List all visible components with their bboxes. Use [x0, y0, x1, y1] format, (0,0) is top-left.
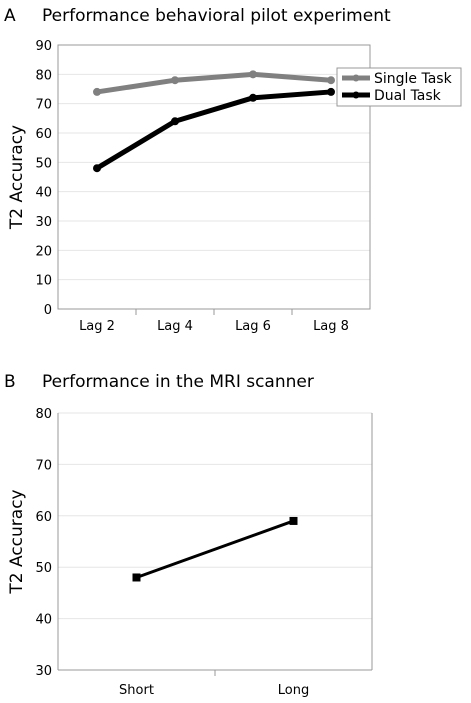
chart-a-y-axis-label: T2 Accuracy — [7, 125, 27, 230]
x-tick-label-lag-8: Lag 8 — [313, 319, 349, 334]
chart-a-title: Performance behavioral pilot experiment — [42, 6, 391, 26]
y-tick-label-40: 40 — [35, 186, 52, 201]
y-tick-label-0: 0 — [44, 303, 52, 318]
series-line-dual-task — [95, 89, 332, 171]
y-tick-label-20: 20 — [35, 244, 52, 259]
panel-b-letter: B — [4, 372, 16, 392]
data-point-dual-task-lag-6 — [249, 93, 257, 102]
y-tick-label-70: 70 — [35, 458, 52, 473]
data-point-single-task-lag-8 — [327, 76, 335, 85]
chart-b-x-ticks: Short Long — [119, 670, 309, 698]
y-tick-label-30: 30 — [35, 664, 52, 679]
y-tick-label-80: 80 — [35, 407, 52, 422]
chart-a-legend: Single Task Dual Task — [336, 67, 462, 107]
x-tick-label-lag-6: Lag 6 — [235, 319, 271, 334]
y-tick-label-50: 50 — [35, 561, 52, 576]
chart-b: B Performance in the MRI scanner 30 40 50 6… — [4, 372, 373, 698]
legend-label-dual-task: Dual Task — [374, 88, 442, 104]
data-point-dual-task-lag-2 — [93, 164, 101, 173]
x-tick-label-long: Long — [278, 683, 309, 698]
chart-a-gridlines — [58, 73, 370, 281]
legend-box — [336, 67, 462, 107]
chart-b-title: Performance in the MRI scanner — [42, 372, 314, 392]
y-tick-label-10: 10 — [35, 274, 52, 289]
y-tick-label-50: 50 — [35, 156, 52, 171]
legend-marker-single-task — [352, 74, 360, 82]
y-tick-label-90: 90 — [35, 39, 52, 54]
y-tick-label-60: 60 — [35, 510, 52, 525]
data-point-short — [132, 573, 141, 582]
y-tick-label-60: 60 — [35, 127, 52, 142]
chart-a: A Performance behavioral pilot experimen… — [4, 6, 462, 334]
chart-a-plot-frame — [57, 44, 371, 310]
chart-b-gridlines — [58, 412, 372, 620]
data-point-long — [289, 516, 298, 525]
y-tick-label-70: 70 — [35, 98, 52, 113]
x-tick-label-lag-2: Lag 2 — [79, 319, 115, 334]
data-point-single-task-lag-4 — [171, 76, 179, 85]
panel-a-letter: A — [4, 6, 16, 26]
series-line-0 — [135, 519, 295, 579]
x-tick-label-short: Short — [119, 683, 154, 698]
chart-b-y-axis-label: T2 Accuracy — [7, 489, 27, 594]
y-tick-label-30: 30 — [35, 215, 52, 230]
y-tick-label-40: 40 — [35, 613, 52, 628]
chart-a-x-ticks: Lag 2 Lag 4 Lag 6 Lag 8 — [79, 309, 349, 334]
data-point-dual-task-lag-8 — [327, 87, 335, 96]
chart-a-series — [93, 70, 335, 173]
data-point-single-task-lag-6 — [249, 70, 257, 79]
data-point-single-task-lag-2 — [93, 87, 101, 96]
legend-label-single-task: Single Task — [374, 71, 453, 87]
data-point-dual-task-lag-4 — [171, 117, 179, 126]
y-tick-label-80: 80 — [35, 68, 52, 83]
chart-b-axes — [57, 413, 373, 671]
chart-b-y-ticks: 30 40 50 60 70 80 — [35, 407, 52, 679]
legend-marker-dual-task — [352, 91, 360, 99]
series-line-single-task — [96, 71, 332, 95]
x-tick-label-lag-4: Lag 4 — [157, 319, 193, 334]
chart-a-y-ticks: 0 10 20 30 40 50 60 70 80 90 — [35, 39, 52, 318]
chart-b-series — [132, 516, 298, 582]
